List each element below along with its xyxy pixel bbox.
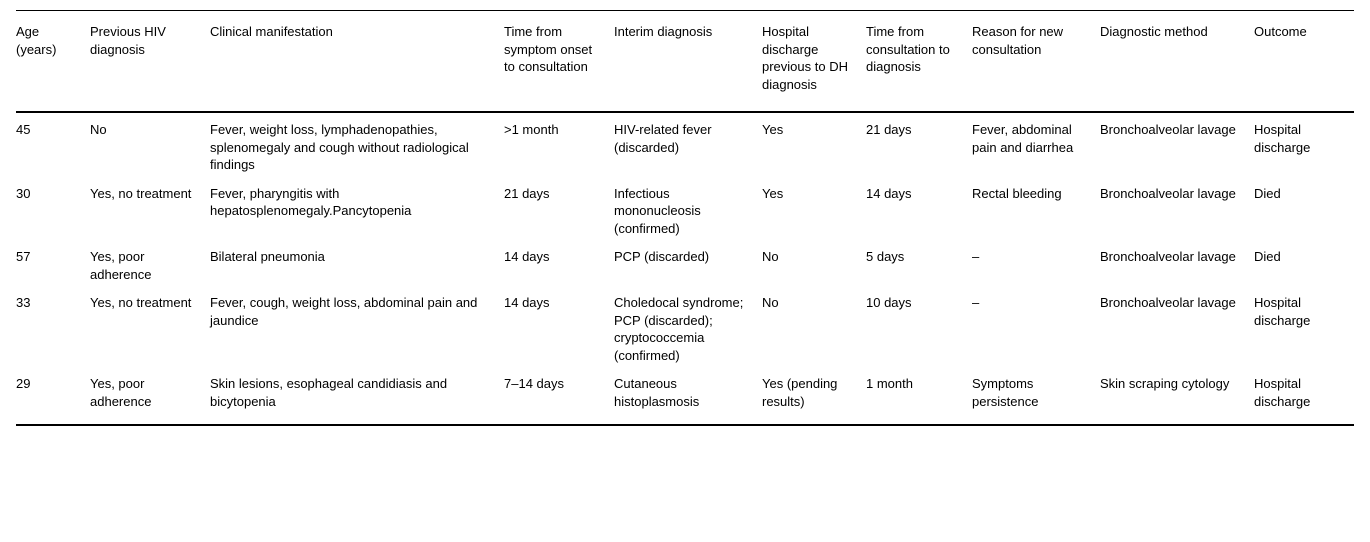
table-header: Age (years) Previous HIV diagnosis Clinica… [16, 10, 1354, 113]
table-cell: >1 month [504, 122, 559, 137]
table-cell: Bronchoalveolar lavage [1100, 185, 1236, 201]
table-cell: – [972, 249, 980, 264]
table-cell: 21 days [866, 122, 912, 137]
column-header: Clinical manifestation [210, 10, 504, 113]
table-cell: Yes (pending results) [762, 376, 838, 409]
table-cell: No [762, 295, 779, 310]
table-cell: 14 days [866, 185, 912, 201]
table-cell: Cutaneous histoplasmosis [614, 376, 700, 409]
table-cell: 45 [16, 122, 31, 137]
table-row: 45 No Fever, weight loss, lymphadenopathie… [16, 112, 1354, 179]
table-cell: 10 days [866, 295, 912, 310]
table-row: 29 Yes, poor adherence Skin lesions, esoph… [16, 369, 1354, 425]
table-cell: 7–14 days [504, 376, 564, 391]
table-cell: Hospital discharge [1254, 122, 1311, 155]
table-cell: 14 days [504, 295, 550, 310]
table-cell: Yes [762, 185, 784, 201]
table-cell: Yes, poor adherence [90, 376, 152, 409]
table-cell: 5 days [866, 249, 905, 264]
column-header: Diagnostic method [1100, 10, 1254, 113]
table-cell: No [90, 122, 107, 137]
table-cell: 30 [16, 185, 31, 201]
table-cell: Bronchoalveolar lavage [1100, 122, 1236, 137]
table-cell: HIV-related fever (discarded) [614, 122, 712, 155]
table-row: 33 Yes, no treatment Fever, cough, weight … [16, 288, 1354, 369]
table-cell: Fever, cough, weight loss, abdominal pai… [210, 295, 478, 328]
column-header: Time from consultation to diagnosis [866, 10, 972, 113]
table-cell: 14 days [504, 249, 550, 264]
column-header: Time from symptom onset to consultation [504, 10, 614, 113]
table-cell: Rectal bleeding [972, 185, 1062, 201]
table-cell: Choledocal syndrome; PCP (discarded); cr… [614, 295, 744, 363]
column-header: Previous HIV diagnosis [90, 10, 210, 113]
table-cell: Yes, poor adherence [90, 249, 152, 282]
table-cell: Bronchoalveolar lavage [1100, 295, 1236, 310]
table-cell: 21 days [504, 185, 550, 201]
header-row: Age (years) Previous HIV diagnosis Clinica… [16, 10, 1354, 113]
table-row: 57 Yes, poor adherence Bilateral pneumonia… [16, 242, 1354, 288]
column-header: Age (years) [16, 10, 90, 113]
table-cell: Hospital discharge [1254, 295, 1311, 328]
table-cell: Fever, weight loss, lymphadenopathies, s… [210, 122, 469, 172]
table-cell: 33 [16, 295, 31, 310]
table-cell: Yes, no treatment [90, 185, 192, 201]
table-cell: Fever, abdominal pain and diarrhea [972, 122, 1074, 155]
table-cell: Symptoms persistence [972, 376, 1039, 409]
table-cell: No [762, 249, 779, 264]
table-cell: Yes [762, 122, 784, 137]
table-cell: Skin scraping cytology [1100, 376, 1230, 391]
table-cell: Died [1254, 249, 1281, 264]
table-row: 30 Yes, no treatment Fever, pharyngitis wi… [16, 179, 1354, 243]
table-cell: – [972, 295, 980, 310]
column-header: Outcome [1254, 10, 1354, 113]
table-body: 45 No Fever, weight loss, lymphadenopathie… [16, 112, 1354, 425]
table-cell: Fever, pharyngitis with hepatosplenomega… [210, 185, 412, 219]
column-header: Hospital discharge previous to DH diagno… [762, 10, 866, 113]
table-cell: Hospital discharge [1254, 376, 1311, 409]
table-cell: Bronchoalveolar lavage [1100, 249, 1236, 264]
table-cell: Bilateral pneumonia [210, 249, 325, 264]
table-cell: Yes, no treatment [90, 295, 192, 310]
table-cell: 1 month [866, 376, 913, 391]
table-cell: Skin lesions, esophageal candidiasis and… [210, 376, 448, 409]
table-cell: Died [1254, 185, 1281, 201]
table-cell: PCP (discarded) [614, 249, 710, 264]
table-cell: 57 [16, 249, 31, 264]
column-header: Reason for new consultation [972, 10, 1100, 113]
table-cell: 29 [16, 376, 31, 391]
column-header: Interim diagnosis [614, 10, 762, 113]
clinical-cases-table: Age (years) Previous HIV diagnosis Clinica… [16, 10, 1354, 426]
table-cell: Infectious mononucleosis (confirmed) [614, 185, 701, 236]
